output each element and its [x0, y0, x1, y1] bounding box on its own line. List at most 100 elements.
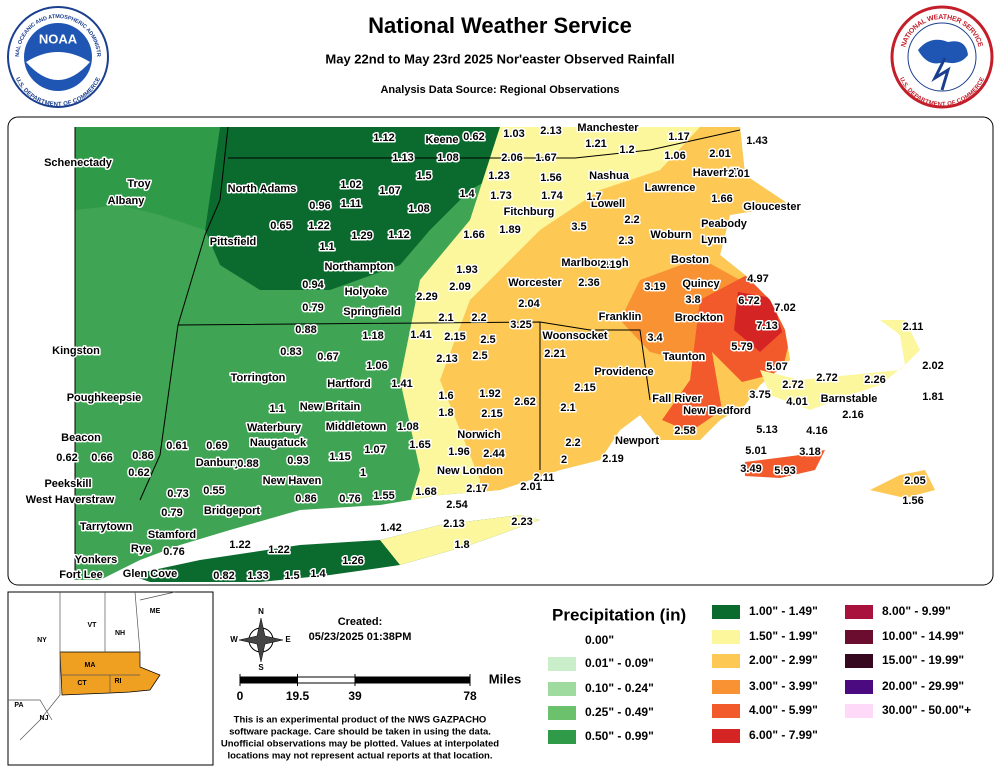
rainfall-value: 3.18: [799, 446, 820, 458]
rainfall-value: 2.11: [534, 472, 555, 484]
rainfall-value: 7.13: [756, 320, 777, 332]
border: [134, 591, 141, 653]
compass-star: [238, 617, 284, 663]
disclaimer-line: locations may not represent actual repor…: [227, 751, 492, 762]
inset-label: NY: [37, 637, 47, 644]
inset-borders: [8, 591, 176, 741]
rainfall-value: 0.88: [295, 324, 316, 336]
rainfall-labels: 1.12 0.62 1.03 2.131.21 1.21.17 1.431.13 1.08 2…: [55, 123, 945, 583]
legend-label: 20.00" - 29.99": [882, 679, 964, 693]
place-label: Yonkers: [75, 554, 118, 566]
logo-cloud: [918, 39, 968, 64]
rainfall-value: 1.26: [342, 555, 363, 567]
rainfall-value: 2.13: [443, 518, 464, 530]
rainfall-value: 1.92: [479, 388, 500, 400]
compass-letter: E: [285, 635, 291, 644]
long-island-east: [380, 515, 540, 565]
rainfall-value: 2.06: [501, 152, 522, 164]
rainfall-value: 2.15: [574, 382, 595, 394]
rainfall-value: 5.93: [774, 465, 795, 477]
state-borders: [74, 126, 741, 580]
rainfall-value: 2: [561, 454, 567, 466]
rainfall-value: 1.07: [364, 444, 385, 456]
legend-swatch: [548, 730, 576, 744]
border: [19, 592, 61, 741]
rainfall-value: 2.62: [514, 396, 535, 408]
rainfall-value: 3.5: [571, 221, 586, 233]
border-ri-ma: [590, 329, 651, 401]
rainfall-value: 2.19: [602, 453, 623, 465]
place-label: Rye: [131, 543, 151, 555]
rainfall-value: 1.06: [664, 150, 685, 162]
rainfall-value: 1.22: [268, 544, 289, 556]
rainfall-value: 0.82: [213, 570, 234, 582]
rainfall-value: 1.68: [415, 486, 436, 498]
place-label: Waterbury: [247, 422, 302, 434]
place-label: Brockton: [675, 312, 724, 324]
title: National Weather Service: [368, 13, 632, 38]
legend-swatch: [712, 680, 740, 694]
nantucket: [870, 470, 935, 498]
nws-logo: NATIONAL WEATHER SERVICE U.S. DEPARTMENT…: [890, 5, 994, 109]
place-label: Danbury: [196, 457, 242, 469]
inset-highlight: [59, 651, 161, 696]
rainfall-value: 1.4: [459, 188, 475, 200]
rainfall-value: 4.01: [786, 396, 807, 408]
rainfall-value: 2.26: [864, 374, 885, 386]
rainfall-value: 2.44: [483, 448, 505, 460]
legend-swatch: [712, 729, 740, 743]
rainfall-value: 3.4: [647, 332, 663, 344]
rainfall-value: 2.01: [520, 481, 541, 493]
place-label: Fort Lee: [59, 569, 102, 581]
rainfall-value: 2.3: [618, 235, 633, 247]
rainfall-value: 1.89: [499, 224, 520, 236]
disclaimer-line: Unofficial observations may be plotted. …: [221, 739, 499, 750]
rainfall-value: 0.83: [280, 346, 301, 358]
legend: Precipitation (in) 0.00" 0.01" - 0.09" 0.1…: [548, 604, 971, 744]
compass-letter: N: [258, 607, 264, 616]
rainfall-value: 2.1: [560, 402, 575, 414]
rainfall-value: 0.79: [161, 507, 182, 519]
rainfall-value: 1.17: [668, 131, 689, 143]
legend-swatch: [548, 682, 576, 696]
place-label: Tarrytown: [80, 521, 133, 533]
rainfall-value: 1.41: [410, 329, 431, 341]
rainfall-value: 1.15: [329, 451, 350, 463]
rainfall-value: 1.33: [247, 570, 268, 582]
inset-label: RI: [115, 678, 122, 685]
rainfall-value: 7.02: [774, 302, 795, 314]
rainfall-value: 1.06: [366, 360, 387, 372]
place-label: Haverhill: [693, 167, 739, 179]
compass: N E S W: [230, 607, 291, 672]
rainfall-value: 1.08: [437, 152, 458, 164]
rainfall-value: 5.07: [766, 361, 787, 373]
legend-swatch: [845, 704, 873, 718]
rainfall-value: 2.05: [904, 475, 925, 487]
rainfall-value: 2.2: [624, 214, 639, 226]
rainfall-value: 1.5: [416, 170, 431, 182]
place-label: Naugatuck: [250, 437, 307, 449]
rainfall-value: 2.15: [444, 331, 465, 343]
rainfall-value: 5.79: [731, 341, 752, 353]
place-label: Woonsocket: [542, 330, 608, 342]
rainfall-value: 1.56: [540, 172, 561, 184]
inset-labels: NY VT NH ME MA CT RI PA NJ: [14, 608, 160, 722]
rainfall-value: 2.13: [540, 125, 561, 137]
rainfall-value: 1.42: [380, 522, 401, 534]
rainfall-value: 1.5: [284, 570, 299, 582]
rainfall-value: 0.93: [287, 455, 308, 467]
rainfall-value: 1.41: [391, 378, 412, 390]
place-labels: Schenectady Troy Albany North Adams Pittsfie…: [24, 120, 879, 582]
zone-100: [205, 127, 740, 290]
rainfall-value: 0.94: [302, 279, 324, 291]
disclaimer: This is an experimental product of the N…: [221, 715, 499, 762]
rainfall-value: 1.21: [585, 138, 606, 150]
legend-label: 4.00" - 5.99": [749, 703, 818, 717]
created-timestamp: 05/23/2025 01:38PM: [309, 631, 412, 643]
logo-text: NOAA: [39, 31, 78, 46]
rainfall-value: 1.13: [392, 152, 413, 164]
disclaimer-line: software package. Care should be taken i…: [229, 727, 491, 738]
rainfall-value: 5.13: [756, 424, 777, 436]
place-label: Barnstable: [821, 393, 878, 405]
rainfall-value: 1.66: [463, 229, 484, 241]
